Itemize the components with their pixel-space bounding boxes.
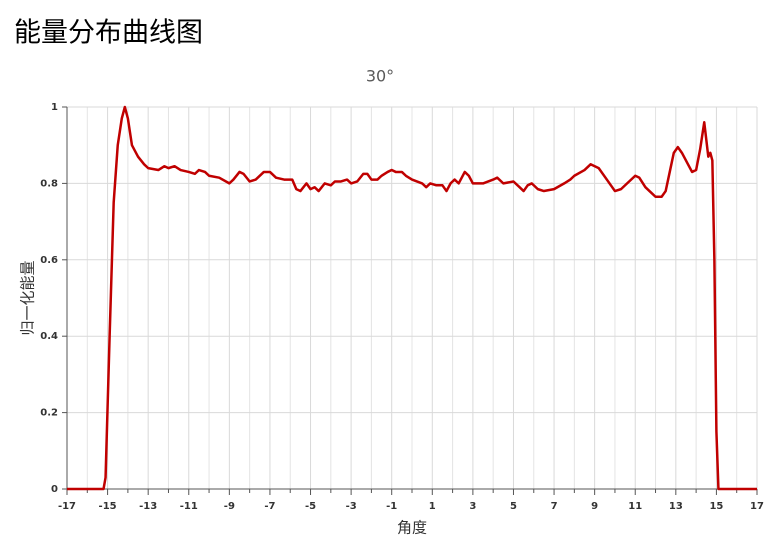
x-tick-label: 7: [551, 501, 558, 512]
x-tick-label: -7: [264, 501, 275, 512]
y-tick-label: 0.4: [40, 331, 58, 342]
x-tick-label: -9: [224, 501, 235, 512]
x-tick-label: -3: [346, 501, 357, 512]
x-tick-label: 13: [669, 501, 683, 512]
x-tick-label: -15: [99, 501, 117, 512]
y-axis-label: 归一化能量: [19, 260, 37, 335]
y-tick-label: 0.8: [40, 178, 58, 189]
data-line: [67, 105, 757, 491]
x-tick-label: -1: [386, 501, 397, 512]
y-tick-label: 0.2: [40, 408, 58, 419]
x-axis-label: 角度: [397, 519, 427, 537]
chart-title: 能量分布曲线图: [14, 18, 203, 49]
x-tick-label: 5: [510, 501, 517, 512]
x-tick-label: 3: [469, 501, 476, 512]
x-tick-label: 11: [628, 501, 642, 512]
x-tick-label: 1: [429, 501, 436, 512]
x-tick-label: 17: [750, 501, 764, 512]
y-tick-label: 1: [51, 102, 58, 113]
y-tick-label: 0.6: [40, 255, 58, 266]
x-tick-label: -17: [58, 501, 76, 512]
x-tick-label: -5: [305, 501, 316, 512]
x-tick-label: 9: [591, 501, 598, 512]
x-tick-label: 15: [709, 501, 723, 512]
y-tick-label: 0: [51, 484, 58, 495]
chart-subtitle: 30°: [366, 67, 394, 86]
x-tick-label: -13: [139, 501, 157, 512]
x-tick-label: -11: [180, 501, 198, 512]
